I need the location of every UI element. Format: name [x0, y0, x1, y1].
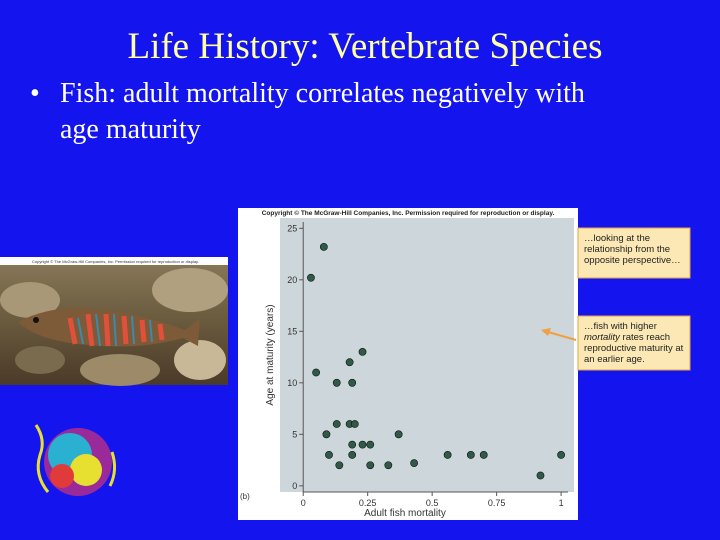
point	[358, 440, 367, 449]
point	[335, 461, 344, 470]
point	[394, 430, 403, 439]
fish-photo: Copyright © The McGraw-Hill Companies, I…	[0, 257, 228, 386]
annotation-box	[577, 315, 691, 371]
point	[443, 451, 452, 459]
y-tick-label: 15	[287, 326, 297, 336]
point	[350, 420, 359, 428]
annotation-text: mortality rates reach	[584, 332, 670, 343]
point	[358, 348, 367, 356]
annotation-text: an earlier age.	[584, 354, 645, 365]
annotation-arrow-head	[541, 328, 551, 336]
x-axis-label: Adult fish mortality	[364, 508, 446, 519]
annotation-arrow	[547, 331, 577, 341]
point	[348, 440, 357, 449]
x-tick-label: 1	[559, 498, 564, 508]
plot-area	[280, 218, 574, 492]
annotation-segment: rates reach	[620, 332, 670, 343]
annotation-text: opposite perspective…	[584, 255, 681, 266]
bullet-text: age maturity	[60, 114, 201, 145]
point	[366, 440, 375, 449]
annotation-text: relationship from the	[584, 244, 670, 255]
point	[366, 461, 375, 470]
y-tick-label: 0	[292, 481, 297, 491]
point	[384, 461, 393, 470]
point	[319, 242, 328, 251]
point	[410, 459, 419, 468]
bullet-mark: •	[30, 78, 40, 109]
point	[307, 273, 315, 282]
point	[348, 378, 357, 387]
point	[312, 368, 321, 377]
point	[557, 451, 566, 459]
y-tick-label: 25	[287, 223, 297, 233]
logo	[34, 424, 117, 496]
point	[479, 451, 488, 459]
point	[536, 471, 545, 480]
annotation-segment: mortality	[584, 332, 621, 343]
point	[332, 378, 341, 387]
photo-copyright: Copyright © The McGraw-Hill Companies, I…	[32, 259, 199, 264]
bullet-text: Fish: adult mortality correlates negativ…	[60, 78, 585, 109]
y-tick-label: 10	[287, 378, 297, 388]
slide-title: Life History: Vertebrate Species	[127, 26, 602, 67]
y-axis-label: Age at maturity (years)	[265, 304, 276, 405]
annotation-text: reproductive maturity at	[584, 343, 684, 354]
point	[348, 451, 357, 459]
panel-label: (b)	[240, 492, 250, 501]
x-tick-label: 0.75	[488, 498, 506, 508]
y-tick-label: 20	[287, 275, 297, 285]
annotation-text: …fish with higher	[584, 321, 657, 332]
point	[332, 420, 341, 428]
point	[325, 451, 333, 459]
point	[322, 430, 331, 439]
x-tick-label: 0	[301, 498, 306, 508]
annotation-text: …looking at the	[584, 233, 650, 244]
x-tick-label: 0.25	[359, 498, 377, 508]
figure-copyright: Copyright © The McGraw-Hill Companies, I…	[262, 209, 555, 217]
y-tick-label: 5	[292, 429, 297, 439]
annotation-box	[577, 227, 691, 279]
point	[345, 358, 354, 367]
point	[466, 451, 475, 459]
x-tick-label: 0.5	[426, 498, 439, 508]
